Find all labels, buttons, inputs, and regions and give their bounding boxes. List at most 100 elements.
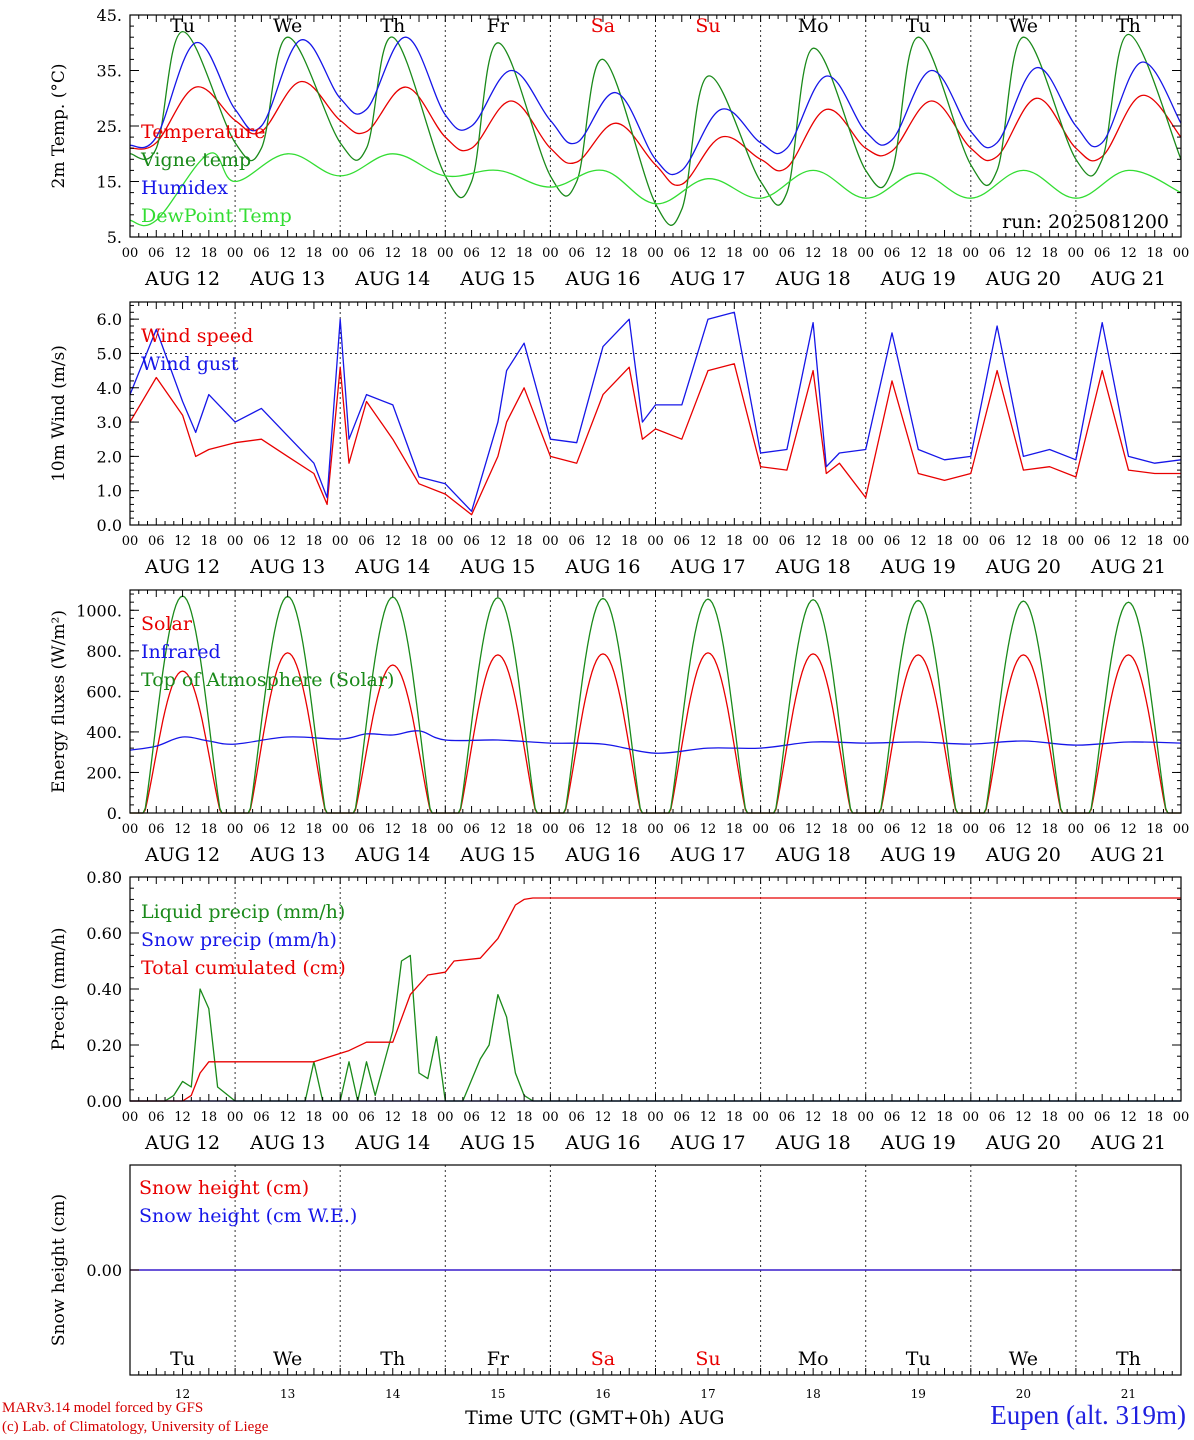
y-tick-label: 200. <box>86 763 122 782</box>
date-label: AUG 20 <box>985 556 1061 578</box>
y-tick-label: 3.0 <box>97 413 122 432</box>
hour-label: 18 <box>201 534 218 549</box>
hour-label: 06 <box>884 534 901 549</box>
date-label: AUG 13 <box>249 556 325 578</box>
panel-4: 0.00 0.20 0.40 0.60 0.80 Precip (mm/h) Liquid … <box>49 868 1189 1154</box>
hour-label: 12 <box>805 1110 822 1125</box>
date-label: AUG 19 <box>880 1132 956 1154</box>
date-label: AUG 19 <box>880 844 956 866</box>
hour-label: 18 <box>621 822 638 837</box>
y-tick-label: 0. <box>107 804 122 823</box>
legend-entry: Snow precip (mm/h) <box>141 929 337 951</box>
legend-entry: Vigne temp <box>140 149 251 171</box>
date-label: AUG 21 <box>1090 268 1166 290</box>
legend-entry: Solar <box>141 613 193 635</box>
hour-label: 12 <box>490 1110 507 1125</box>
hour-label: 06 <box>253 534 270 549</box>
day-of-week-label: We <box>273 1348 302 1370</box>
hour-label: 06 <box>253 822 270 837</box>
hour-label: 12 <box>700 822 717 837</box>
hour-label: 18 <box>306 1110 323 1125</box>
hour-label: 06 <box>463 246 480 261</box>
hour-label: 12 <box>174 246 191 261</box>
y-tick-label: 0.0 <box>97 516 122 535</box>
hour-label: 00 <box>332 246 349 261</box>
series-infrared <box>129 730 1182 754</box>
hour-label: 00 <box>437 246 454 261</box>
hour-label: 06 <box>989 1110 1006 1125</box>
hour-label: 00 <box>1068 1110 1085 1125</box>
y-axis-label: Precip (mm/h) <box>49 927 69 1050</box>
day-number-label: 12 <box>175 1387 190 1401</box>
y-tick-label: 1000. <box>76 601 122 620</box>
hour-label: 06 <box>1094 1110 1111 1125</box>
day-number-label: 17 <box>700 1387 715 1401</box>
hour-label: 00 <box>857 822 874 837</box>
y-tick-label: 15. <box>97 173 122 192</box>
hour-label: 12 <box>279 822 296 837</box>
hour-label: 00 <box>437 1110 454 1125</box>
date-label: AUG 20 <box>985 1132 1061 1154</box>
hour-label: 12 <box>595 534 612 549</box>
y-tick-label: 5. <box>107 228 122 247</box>
hour-label: 18 <box>411 822 428 837</box>
date-label: AUG 15 <box>459 1132 535 1154</box>
hour-label: 12 <box>174 534 191 549</box>
hour-label: 00 <box>752 1110 769 1125</box>
hour-label: 18 <box>411 534 428 549</box>
hour-label: 12 <box>1120 1110 1137 1125</box>
hour-label: 18 <box>936 534 953 549</box>
date-label: AUG 18 <box>775 556 851 578</box>
hour-label: 12 <box>805 534 822 549</box>
hour-label: 00 <box>647 246 664 261</box>
hour-label: 12 <box>384 822 401 837</box>
legend-entry: Wind gust <box>141 353 239 375</box>
hour-label: 00 <box>857 534 874 549</box>
hour-label: 18 <box>306 534 323 549</box>
hour-label: 18 <box>1041 822 1058 837</box>
day-of-week-label: We <box>1009 15 1038 37</box>
hour-label: 00 <box>857 246 874 261</box>
y-axis-label: Energy fluxes (W/m²) <box>49 610 69 793</box>
hour-label: 18 <box>936 1110 953 1125</box>
legend-entry: Top of Atmosphere (Solar) <box>141 669 394 691</box>
hour-label: 00 <box>227 246 244 261</box>
hour-label: 00 <box>437 534 454 549</box>
y-tick-label: 0.20 <box>86 1036 122 1055</box>
y-tick-label: 1.0 <box>97 482 122 501</box>
date-label: AUG 16 <box>564 556 640 578</box>
date-label: AUG 14 <box>354 844 430 866</box>
hour-label: 06 <box>779 534 796 549</box>
hour-label: 06 <box>253 246 270 261</box>
hour-label: 12 <box>1015 1110 1032 1125</box>
hour-label: 18 <box>516 534 533 549</box>
date-label: AUG 21 <box>1090 844 1166 866</box>
hour-label: 18 <box>306 246 323 261</box>
date-label: AUG 21 <box>1090 556 1166 578</box>
hour-label: 06 <box>358 1110 375 1125</box>
hour-label: 06 <box>884 246 901 261</box>
hour-label: 12 <box>1120 822 1137 837</box>
station-label: Eupen (alt. 319m) <box>990 1400 1186 1430</box>
y-axis-label: Snow height (cm) <box>49 1194 69 1346</box>
hour-label: 06 <box>568 246 585 261</box>
day-of-week-label: We <box>273 15 302 37</box>
y-tick-label: 35. <box>97 62 122 81</box>
day-of-week-label: Tu <box>906 1348 931 1370</box>
hour-label: 18 <box>726 822 743 837</box>
hour-label: 12 <box>1015 822 1032 837</box>
date-label: AUG 12 <box>144 1132 220 1154</box>
hour-label: 00 <box>857 1110 874 1125</box>
date-label: AUG 21 <box>1090 1132 1166 1154</box>
hour-label: 18 <box>1146 534 1163 549</box>
run-label: run: 2025081200 <box>1002 211 1169 233</box>
y-tick-label: 600. <box>86 682 122 701</box>
date-label: AUG 17 <box>669 1132 745 1154</box>
legend-entry: DewPoint Temp <box>141 205 292 227</box>
hour-label: 12 <box>910 1110 927 1125</box>
hour-label: 06 <box>358 534 375 549</box>
date-label: AUG 18 <box>775 1132 851 1154</box>
hour-label: 12 <box>490 246 507 261</box>
hour-label: 00 <box>1173 246 1190 261</box>
